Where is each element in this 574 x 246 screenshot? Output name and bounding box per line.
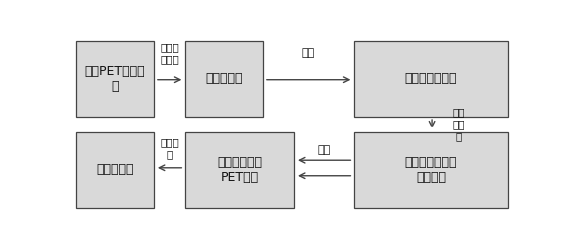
FancyBboxPatch shape — [185, 41, 263, 117]
FancyBboxPatch shape — [185, 132, 294, 208]
Text: 门控校正后的
PET数据: 门控校正后的 PET数据 — [217, 156, 262, 184]
FancyBboxPatch shape — [76, 41, 154, 117]
Text: 获取PET扫描数
据: 获取PET扫描数 据 — [85, 65, 145, 93]
Text: 三维重
建: 三维重 建 — [160, 137, 179, 159]
FancyBboxPatch shape — [76, 132, 154, 208]
Text: 统计: 统计 — [302, 48, 315, 58]
Text: 选取
参考
帧: 选取 参考 帧 — [452, 108, 464, 141]
Text: 划分时间帧: 划分时间帧 — [205, 72, 243, 85]
Text: 固定时
间间隔: 固定时 间间隔 — [160, 42, 179, 64]
FancyBboxPatch shape — [354, 132, 508, 208]
FancyBboxPatch shape — [354, 41, 508, 117]
Text: 各帧与参考帧的
绝对误差: 各帧与参考帧的 绝对误差 — [405, 156, 457, 184]
Text: 各帧环真光子数: 各帧环真光子数 — [405, 72, 457, 85]
Text: 校正后图像: 校正后图像 — [96, 163, 134, 176]
Text: 阈值: 阈值 — [317, 145, 331, 155]
